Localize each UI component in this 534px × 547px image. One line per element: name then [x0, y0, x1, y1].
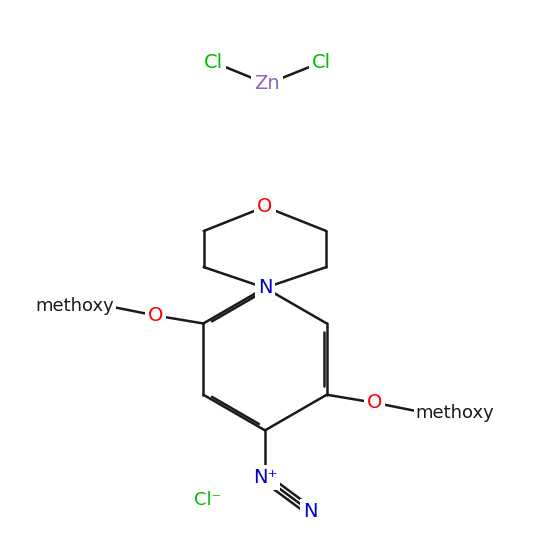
Text: O: O	[366, 393, 382, 412]
Text: Cl: Cl	[312, 53, 331, 72]
Text: N: N	[303, 502, 318, 521]
Text: methoxy: methoxy	[35, 296, 114, 315]
Text: Cl⁻: Cl⁻	[194, 491, 221, 509]
Text: O: O	[257, 197, 273, 216]
Text: methoxy: methoxy	[416, 404, 494, 422]
Text: O: O	[148, 306, 163, 325]
Text: N: N	[258, 278, 272, 298]
Text: Cl: Cl	[204, 53, 223, 72]
Text: N⁺: N⁺	[253, 468, 277, 487]
Text: Zn: Zn	[254, 74, 280, 94]
